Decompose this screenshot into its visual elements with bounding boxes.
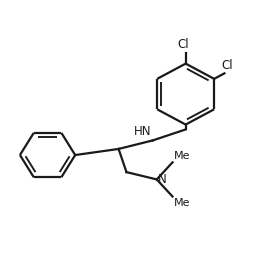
Text: Me: Me — [174, 198, 190, 208]
Text: HN: HN — [134, 125, 152, 138]
Text: Cl: Cl — [221, 59, 233, 72]
Text: Cl: Cl — [177, 38, 189, 51]
Text: Me: Me — [174, 151, 190, 161]
Text: N: N — [158, 173, 167, 186]
